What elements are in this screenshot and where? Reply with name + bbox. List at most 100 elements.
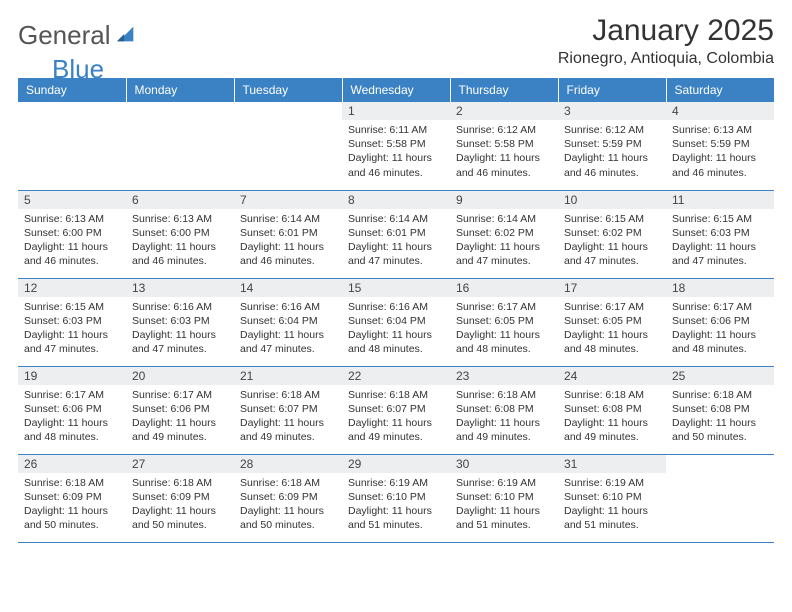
day-number: 30 [450, 455, 558, 473]
calendar-day-cell [666, 454, 774, 542]
day-number: 18 [666, 279, 774, 297]
calendar-week-row: 26Sunrise: 6:18 AMSunset: 6:09 PMDayligh… [18, 454, 774, 542]
day-number: 10 [558, 191, 666, 209]
day-number: 22 [342, 367, 450, 385]
day-info: Sunrise: 6:17 AMSunset: 6:06 PMDaylight:… [18, 385, 126, 449]
calendar-week-row: 12Sunrise: 6:15 AMSunset: 6:03 PMDayligh… [18, 278, 774, 366]
day-info: Sunrise: 6:11 AMSunset: 5:58 PMDaylight:… [342, 120, 450, 184]
day-info: Sunrise: 6:19 AMSunset: 6:10 PMDaylight:… [450, 473, 558, 537]
day-info: Sunrise: 6:18 AMSunset: 6:09 PMDaylight:… [234, 473, 342, 537]
calendar-day-cell [18, 102, 126, 190]
day-info: Sunrise: 6:16 AMSunset: 6:04 PMDaylight:… [234, 297, 342, 361]
calendar-day-cell: 17Sunrise: 6:17 AMSunset: 6:05 PMDayligh… [558, 278, 666, 366]
day-info: Sunrise: 6:18 AMSunset: 6:08 PMDaylight:… [450, 385, 558, 449]
day-info: Sunrise: 6:14 AMSunset: 6:01 PMDaylight:… [234, 209, 342, 273]
weekday-header: Tuesday [234, 78, 342, 102]
calendar-day-cell: 11Sunrise: 6:15 AMSunset: 6:03 PMDayligh… [666, 190, 774, 278]
day-info: Sunrise: 6:17 AMSunset: 6:05 PMDaylight:… [558, 297, 666, 361]
calendar-day-cell [234, 102, 342, 190]
sail-icon [115, 23, 137, 45]
day-info: Sunrise: 6:15 AMSunset: 6:03 PMDaylight:… [18, 297, 126, 361]
calendar-day-cell: 21Sunrise: 6:18 AMSunset: 6:07 PMDayligh… [234, 366, 342, 454]
day-number: 28 [234, 455, 342, 473]
day-number: 24 [558, 367, 666, 385]
day-info: Sunrise: 6:17 AMSunset: 6:05 PMDaylight:… [450, 297, 558, 361]
calendar-day-cell: 8Sunrise: 6:14 AMSunset: 6:01 PMDaylight… [342, 190, 450, 278]
day-info: Sunrise: 6:18 AMSunset: 6:09 PMDaylight:… [126, 473, 234, 537]
day-number: 17 [558, 279, 666, 297]
calendar-day-cell [126, 102, 234, 190]
day-number: 14 [234, 279, 342, 297]
day-info: Sunrise: 6:19 AMSunset: 6:10 PMDaylight:… [342, 473, 450, 537]
day-info: Sunrise: 6:15 AMSunset: 6:02 PMDaylight:… [558, 209, 666, 273]
day-number: 27 [126, 455, 234, 473]
day-number: 4 [666, 102, 774, 120]
day-number: 29 [342, 455, 450, 473]
day-number: 23 [450, 367, 558, 385]
calendar-day-cell: 18Sunrise: 6:17 AMSunset: 6:06 PMDayligh… [666, 278, 774, 366]
day-number: 11 [666, 191, 774, 209]
calendar-day-cell: 6Sunrise: 6:13 AMSunset: 6:00 PMDaylight… [126, 190, 234, 278]
logo-text-blue: Blue [52, 54, 104, 85]
weekday-header: Friday [558, 78, 666, 102]
day-number: 15 [342, 279, 450, 297]
day-info: Sunrise: 6:16 AMSunset: 6:04 PMDaylight:… [342, 297, 450, 361]
calendar-day-cell: 19Sunrise: 6:17 AMSunset: 6:06 PMDayligh… [18, 366, 126, 454]
calendar-day-cell: 4Sunrise: 6:13 AMSunset: 5:59 PMDaylight… [666, 102, 774, 190]
calendar-day-cell: 24Sunrise: 6:18 AMSunset: 6:08 PMDayligh… [558, 366, 666, 454]
calendar-day-cell: 16Sunrise: 6:17 AMSunset: 6:05 PMDayligh… [450, 278, 558, 366]
calendar-day-cell: 5Sunrise: 6:13 AMSunset: 6:00 PMDaylight… [18, 190, 126, 278]
calendar-day-cell: 1Sunrise: 6:11 AMSunset: 5:58 PMDaylight… [342, 102, 450, 190]
day-number: 21 [234, 367, 342, 385]
weekday-header: Monday [126, 78, 234, 102]
weekday-header: Saturday [666, 78, 774, 102]
day-info: Sunrise: 6:18 AMSunset: 6:09 PMDaylight:… [18, 473, 126, 537]
day-info: Sunrise: 6:14 AMSunset: 6:02 PMDaylight:… [450, 209, 558, 273]
calendar-day-cell: 22Sunrise: 6:18 AMSunset: 6:07 PMDayligh… [342, 366, 450, 454]
day-info: Sunrise: 6:12 AMSunset: 5:59 PMDaylight:… [558, 120, 666, 184]
calendar-day-cell: 10Sunrise: 6:15 AMSunset: 6:02 PMDayligh… [558, 190, 666, 278]
day-number: 26 [18, 455, 126, 473]
day-number: 7 [234, 191, 342, 209]
day-info: Sunrise: 6:17 AMSunset: 6:06 PMDaylight:… [666, 297, 774, 361]
day-number: 5 [18, 191, 126, 209]
calendar-day-cell: 3Sunrise: 6:12 AMSunset: 5:59 PMDaylight… [558, 102, 666, 190]
calendar-day-cell: 14Sunrise: 6:16 AMSunset: 6:04 PMDayligh… [234, 278, 342, 366]
weekday-header: Thursday [450, 78, 558, 102]
weekday-header: Wednesday [342, 78, 450, 102]
day-number: 19 [18, 367, 126, 385]
location-text: Rionegro, Antioquia, Colombia [558, 50, 774, 68]
calendar-day-cell: 23Sunrise: 6:18 AMSunset: 6:08 PMDayligh… [450, 366, 558, 454]
day-info: Sunrise: 6:18 AMSunset: 6:07 PMDaylight:… [234, 385, 342, 449]
day-number: 20 [126, 367, 234, 385]
calendar-week-row: 19Sunrise: 6:17 AMSunset: 6:06 PMDayligh… [18, 366, 774, 454]
logo: General [18, 14, 139, 51]
day-info: Sunrise: 6:18 AMSunset: 6:08 PMDaylight:… [558, 385, 666, 449]
day-number: 9 [450, 191, 558, 209]
header: General January 2025 Rionegro, Antioquia… [18, 14, 774, 68]
day-info: Sunrise: 6:19 AMSunset: 6:10 PMDaylight:… [558, 473, 666, 537]
calendar-day-cell: 27Sunrise: 6:18 AMSunset: 6:09 PMDayligh… [126, 454, 234, 542]
day-info: Sunrise: 6:13 AMSunset: 6:00 PMDaylight:… [126, 209, 234, 273]
month-title: January 2025 [558, 14, 774, 48]
calendar-day-cell: 28Sunrise: 6:18 AMSunset: 6:09 PMDayligh… [234, 454, 342, 542]
logo-text-general: General [18, 20, 111, 51]
day-number: 25 [666, 367, 774, 385]
day-number: 12 [18, 279, 126, 297]
calendar-day-cell: 7Sunrise: 6:14 AMSunset: 6:01 PMDaylight… [234, 190, 342, 278]
day-info: Sunrise: 6:15 AMSunset: 6:03 PMDaylight:… [666, 209, 774, 273]
calendar-day-cell: 29Sunrise: 6:19 AMSunset: 6:10 PMDayligh… [342, 454, 450, 542]
day-number: 2 [450, 102, 558, 120]
calendar-day-cell: 13Sunrise: 6:16 AMSunset: 6:03 PMDayligh… [126, 278, 234, 366]
day-info: Sunrise: 6:13 AMSunset: 6:00 PMDaylight:… [18, 209, 126, 273]
calendar-week-row: 1Sunrise: 6:11 AMSunset: 5:58 PMDaylight… [18, 102, 774, 190]
calendar-table: Sunday Monday Tuesday Wednesday Thursday… [18, 78, 774, 543]
day-info: Sunrise: 6:16 AMSunset: 6:03 PMDaylight:… [126, 297, 234, 361]
day-number: 6 [126, 191, 234, 209]
calendar-day-cell: 25Sunrise: 6:18 AMSunset: 6:08 PMDayligh… [666, 366, 774, 454]
calendar-day-cell: 2Sunrise: 6:12 AMSunset: 5:58 PMDaylight… [450, 102, 558, 190]
day-number: 31 [558, 455, 666, 473]
day-number: 1 [342, 102, 450, 120]
day-info: Sunrise: 6:18 AMSunset: 6:08 PMDaylight:… [666, 385, 774, 449]
title-block: January 2025 Rionegro, Antioquia, Colomb… [558, 14, 774, 68]
